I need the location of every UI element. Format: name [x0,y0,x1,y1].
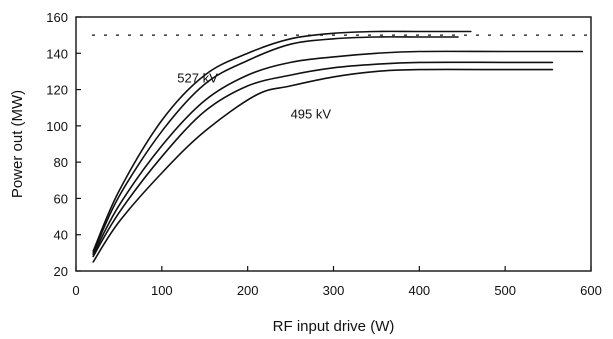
y-tick-label: 80 [54,155,68,170]
series-line-2 [92,36,459,254]
y-axis-title: Power out (MW) [9,90,26,198]
y-tick-label: 60 [54,191,68,206]
x-tick-label: 600 [580,283,602,298]
annotation-label-2: 495 kV [291,107,332,122]
x-tick-label: 200 [237,283,259,298]
x-tick-label: 500 [494,283,516,298]
x-axis-title: RF input drive (W) [273,318,395,335]
annotations: 527 kV 495 kV [177,70,331,121]
y-tick-label: 160 [46,10,68,25]
series-line-5 [92,68,554,263]
x-axis: 0 100 200 300 400 500 600 [72,266,602,298]
y-tick-label: 40 [54,228,68,243]
series-group [92,30,584,263]
y-tick-label: 140 [46,46,68,61]
y-axis: 20 40 60 80 100 120 140 160 [46,10,81,279]
y-tick-label: 100 [46,119,68,134]
series-line-1 [92,30,472,252]
x-tick-label: 100 [151,283,173,298]
y-tick-label: 120 [46,83,68,98]
x-tick-label: 0 [72,283,79,298]
series-line-3 [92,50,584,256]
series-line-4 [92,61,554,258]
x-tick-label: 300 [323,283,345,298]
y-tick-label: 20 [54,264,68,279]
x-tick-label: 400 [408,283,430,298]
annotation-label-1: 527 kV [177,70,218,85]
